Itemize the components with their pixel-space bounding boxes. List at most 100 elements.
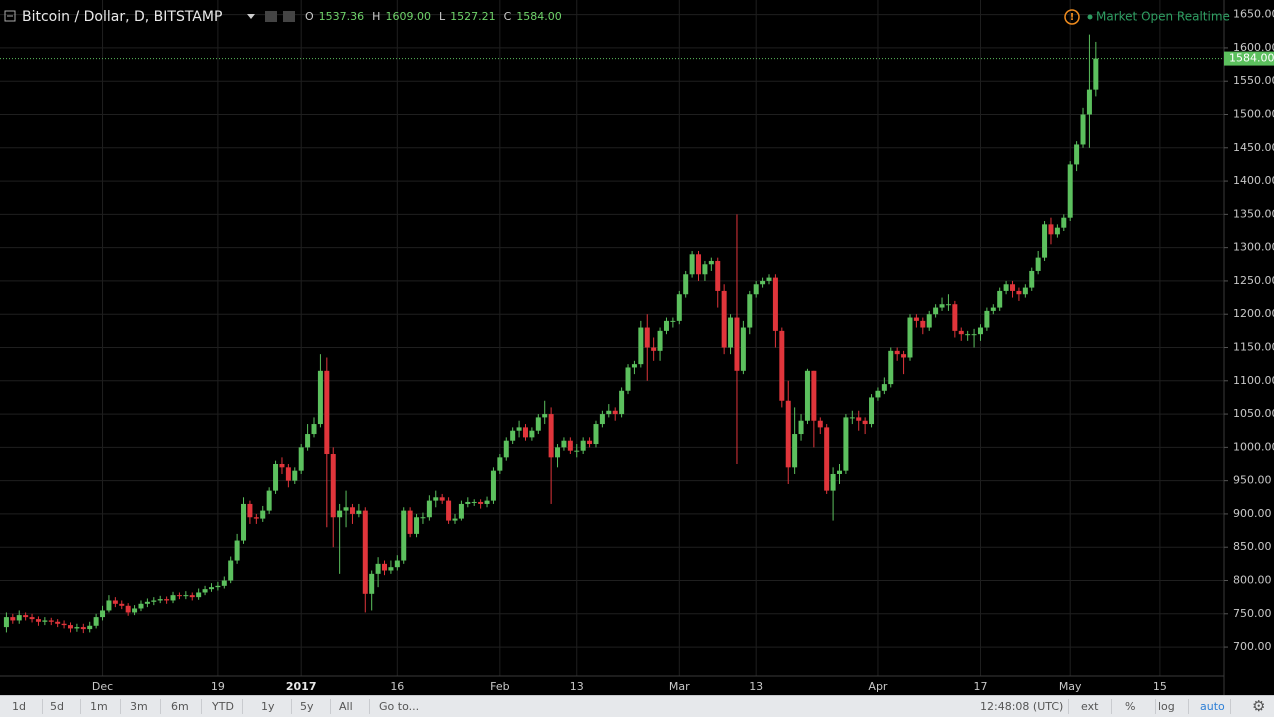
ohlc-value: 1537.36: [319, 10, 365, 23]
candle-body: [747, 294, 753, 328]
candle-body: [1061, 217, 1067, 228]
y-tick-label: 1300.00: [1233, 241, 1274, 254]
candle-body: [266, 490, 272, 511]
candle-body: [619, 390, 625, 415]
x-tick-label: 13: [570, 680, 584, 693]
ohlc-key: O: [305, 10, 314, 23]
settings-icon[interactable]: [265, 11, 277, 22]
candle-body: [856, 417, 862, 421]
candle-body: [439, 497, 445, 501]
status-dot: [1087, 14, 1093, 20]
settings-gear[interactable]: ⚙: [1252, 697, 1266, 715]
candle-body: [766, 277, 772, 281]
toolbar-separator: [80, 699, 81, 714]
y-tick-label: 950.00: [1233, 474, 1272, 487]
candle-body: [48, 620, 54, 622]
candle-body: [1074, 144, 1080, 165]
y-tick-label: 1650.00: [1233, 8, 1274, 21]
candle-body: [1010, 284, 1016, 291]
candle-body: [414, 517, 420, 534]
candle-body: [74, 627, 80, 629]
candle-body: [542, 414, 548, 418]
candle-body: [1029, 270, 1035, 288]
clock[interactable]: 12:48:08 (UTC): [980, 700, 1064, 713]
status-warning-mark: !: [1070, 12, 1075, 23]
range-button[interactable]: YTD: [212, 700, 234, 713]
goto-button[interactable]: Go to...: [379, 700, 420, 713]
candle-body: [510, 430, 516, 441]
candle-body: [1042, 224, 1048, 258]
candle-body: [593, 424, 599, 445]
x-tick-label: Apr: [868, 680, 888, 693]
candle-body: [388, 567, 394, 571]
y-tick-label: 750.00: [1233, 607, 1272, 620]
range-button[interactable]: 1d: [12, 700, 26, 713]
symbol-dropdown[interactable]: [247, 14, 255, 19]
candle-body: [119, 603, 125, 606]
symbol-title[interactable]: Bitcoin / Dollar, D, BITSTAMP: [22, 9, 222, 25]
candle-body: [920, 320, 926, 328]
candle-body: [305, 434, 311, 448]
candle-body: [574, 450, 580, 452]
y-tick-label: 900.00: [1233, 507, 1272, 520]
candle-body: [452, 518, 458, 521]
candle-body: [151, 600, 157, 602]
candle-body: [106, 600, 112, 611]
candle-body: [894, 350, 900, 355]
candle-body: [458, 503, 464, 519]
status-warning-icon[interactable]: [1064, 9, 1080, 25]
candle-body: [343, 507, 349, 511]
x-tick-label: Mar: [669, 680, 690, 693]
candle-body: [16, 615, 22, 621]
ohlc-key: C: [504, 10, 512, 23]
range-button[interactable]: 5d: [50, 700, 64, 713]
candle-body: [471, 501, 477, 503]
toolbar-separator: [1111, 699, 1112, 714]
candle-body: [728, 317, 734, 348]
range-button[interactable]: 1m: [90, 700, 108, 713]
candle-body: [734, 317, 740, 371]
candle-body: [663, 320, 669, 331]
candle-body: [945, 304, 951, 306]
candle-body: [401, 510, 407, 561]
candle-body: [67, 625, 73, 629]
y-tick-label: 1550.00: [1233, 74, 1274, 87]
range-button[interactable]: All: [339, 700, 353, 713]
candle-body: [189, 595, 195, 598]
candle-body: [836, 470, 842, 474]
candle-body: [811, 370, 817, 421]
option-button[interactable]: %: [1125, 700, 1136, 713]
range-button[interactable]: 1y: [261, 700, 275, 713]
candle-body: [1086, 89, 1092, 115]
option-button[interactable]: log: [1158, 700, 1175, 713]
option-button[interactable]: ext: [1081, 700, 1099, 713]
candle-body: [298, 447, 304, 471]
candle-body: [202, 589, 208, 593]
candle-body: [35, 619, 41, 622]
candle-body: [157, 599, 163, 601]
candle-body: [753, 284, 759, 295]
candle-body: [382, 563, 388, 571]
candle-body: [1093, 58, 1099, 90]
candle-body: [599, 414, 605, 425]
range-button[interactable]: 3m: [130, 700, 148, 713]
toolbar-separator: [291, 699, 292, 714]
candle-body: [1022, 287, 1028, 295]
x-tick-label: 2017: [286, 680, 317, 693]
candle-body: [849, 417, 855, 419]
candle-body: [1067, 164, 1073, 218]
candle-body: [484, 500, 490, 504]
candle-body: [875, 390, 881, 398]
candle-body: [657, 330, 663, 351]
range-button[interactable]: 5y: [300, 700, 314, 713]
candle-body: [638, 327, 644, 365]
candle-body: [965, 334, 971, 336]
toolbar-separator: [1155, 699, 1156, 714]
hide-icon[interactable]: [283, 11, 295, 22]
option-button[interactable]: auto: [1200, 700, 1225, 713]
range-button[interactable]: 6m: [171, 700, 189, 713]
candle-body: [87, 625, 93, 630]
collapse-icon[interactable]: [4, 10, 16, 22]
x-tick-label: Feb: [490, 680, 509, 693]
